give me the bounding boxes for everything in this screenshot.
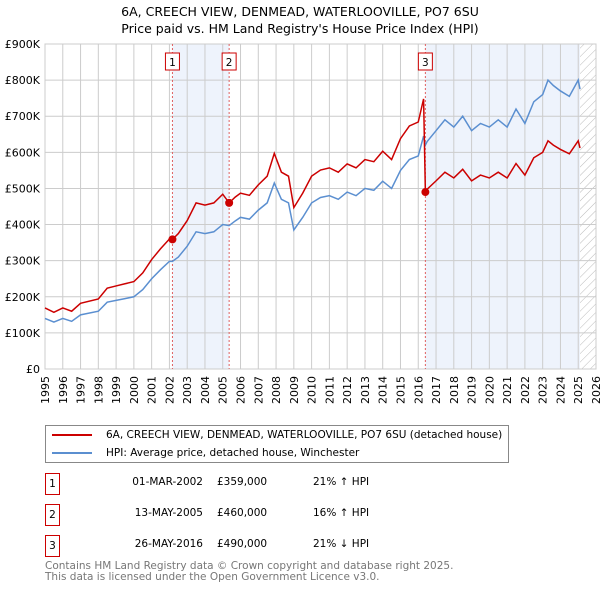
x-tick-label: 2023 [537,376,550,404]
sale-price: £460,000 [217,507,268,519]
plot-border [44,43,597,370]
legend-item-property: 6A, CREECH VIEW, DENMEAD, WATERLOOVILLE,… [46,426,502,444]
x-tick-label: 2018 [448,376,461,404]
x-tick-label: 2001 [146,376,159,404]
x-tick-label: 2003 [181,376,194,404]
sale-price: £359,000 [217,476,268,488]
x-tick-label: 2012 [341,376,354,404]
x-tick-label: 1998 [92,376,105,404]
x-tick-label: 2010 [306,376,319,404]
sale-number-badge: 3 [45,535,60,557]
sale-hpi-diff: 21% ↑ HPI [313,476,370,488]
x-tick-label: 1996 [57,376,70,404]
x-tick-label: 2026 [590,376,600,404]
sale-date: 01-MAR-2002 [132,476,203,488]
y-tick-label: £100K [5,327,41,340]
x-tick-label: 2007 [252,376,265,404]
x-tick-label: 2025 [572,376,585,404]
y-tick-label: £300K [5,255,41,268]
sale-row: 2 13-MAY-2005 £460,000 16% ↑ HPI [45,504,545,526]
x-tick-label: 2005 [217,376,230,404]
sale-label-box [164,52,180,71]
footer-copyright: Contains HM Land Registry data © Crown c… [45,560,454,572]
sale-label-number: 1 [169,57,176,69]
sale-price: £490,000 [217,538,268,550]
chart-title: 6A, CREECH VIEW, DENMEAD, WATERLOOVILLE,… [121,4,479,19]
price-chart: 1995 1996 1997 1998 1999 2000 2001 2002 2003 2004… [5,38,600,404]
x-tick-label: 1999 [110,376,123,404]
sale-hpi-diff: 21% ↓ HPI [313,538,370,550]
sale-point [168,235,177,244]
sale-label-2: 2 [221,52,237,71]
sale-label-box [221,52,237,71]
legend: 6A, CREECH VIEW, DENMEAD, WATERLOOVILLE,… [45,425,509,463]
x-tick-label: 1995 [39,376,52,404]
sale-row: 1 01-MAR-2002 £359,000 21% ↑ HPI [45,473,545,495]
forecast-hatch [580,44,596,369]
legend-swatch [52,452,92,454]
sale-point [225,198,234,207]
y-tick-label: £0 [26,363,40,376]
sale-shaded-period [425,44,581,369]
sale-date: 13-MAY-2005 [134,507,203,519]
sale-number-badge: 2 [45,504,60,526]
y-tick-label: £500K [5,182,41,195]
x-tick-label: 2024 [554,376,567,404]
hpi-line [44,77,581,323]
x-tick-label: 2017 [430,376,443,404]
x-tick-label: 2004 [199,376,212,404]
x-tick-label: 2000 [128,376,141,404]
property-price-line [44,98,581,314]
sale-shaded-period [172,44,230,369]
y-tick-label: £900K [5,38,41,51]
legend-label: 6A, CREECH VIEW, DENMEAD, WATERLOOVILLE,… [106,429,503,441]
x-tick-label: 2009 [288,376,301,404]
sale-label-box [417,52,433,71]
x-tick-label: 2022 [519,376,532,404]
sale-row: 3 26-MAY-2016 £490,000 21% ↓ HPI [45,535,545,557]
x-tick-label: 2013 [359,376,372,404]
x-tick-label: 2011 [323,376,336,404]
x-tick-label: 2015 [394,376,407,404]
x-tick-label: 2021 [501,376,514,404]
y-tick-label: £400K [5,219,41,232]
footer-licence: This data is licensed under the Open Gov… [45,571,380,583]
legend-item-hpi: HPI: Average price, detached house, Winc… [46,444,359,462]
sale-label-3: 3 [417,52,433,71]
y-tick-label: £800K [5,74,41,87]
x-tick-label: 2014 [377,376,390,404]
x-tick-label: 2020 [483,376,496,404]
legend-label: HPI: Average price, detached house, Winc… [106,447,360,459]
legend-swatch [52,434,92,436]
x-tick-label: 2002 [163,376,176,404]
sale-label-1: 1 [164,52,180,71]
x-tick-label: 2016 [412,376,425,404]
sale-point [421,188,430,197]
sale-date: 26-MAY-2016 [134,538,203,550]
y-tick-label: £200K [5,291,41,304]
x-tick-label: 1997 [75,376,88,404]
sale-label-number: 2 [226,57,233,69]
sale-label-number: 3 [422,57,429,69]
x-tick-label: 2019 [466,376,479,404]
x-tick-label: 2006 [235,376,248,404]
sale-number-badge: 1 [45,473,60,495]
y-tick-label: £600K [5,146,41,159]
sale-hpi-diff: 16% ↑ HPI [313,507,370,519]
chart-subtitle: Price paid vs. HM Land Registry's House … [121,21,479,36]
x-tick-label: 2008 [270,376,283,404]
y-tick-label: £700K [5,110,41,123]
